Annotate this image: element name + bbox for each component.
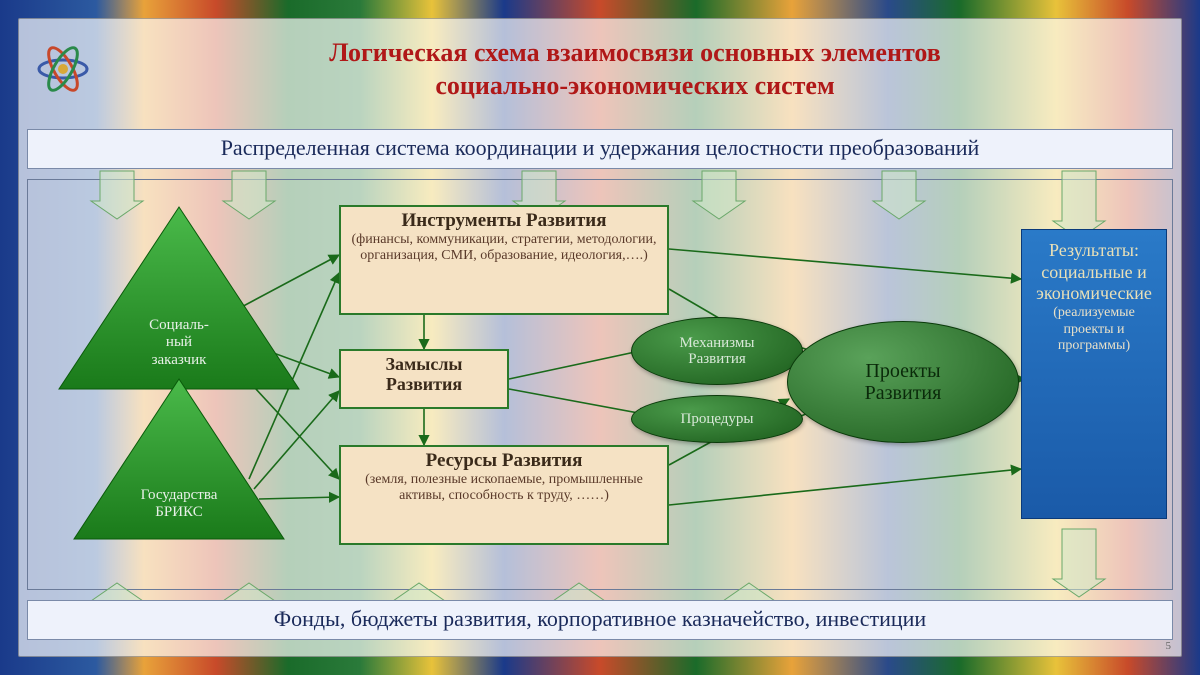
oval-projects: ПроектыРазвития — [787, 321, 1019, 443]
oval-mechanisms: МеханизмыРазвития — [631, 317, 803, 385]
bottom-band: Фонды, бюджеты развития, корпоративное к… — [27, 600, 1173, 640]
results-box: Результаты: социальные и экономические (… — [1021, 229, 1167, 519]
top-band: Распределенная система координации и уде… — [27, 129, 1173, 169]
box-instruments-title: Инструменты Развития — [347, 211, 661, 232]
oval-procedures: Процедуры — [631, 395, 803, 443]
page-number: 5 — [1166, 640, 1172, 652]
logo-icon — [33, 39, 93, 99]
title-line2: социально-экономических систем — [435, 71, 834, 100]
slide-title: Логическая схема взаимосвязи основных эл… — [109, 37, 1161, 102]
triangle-social-customer-label: Социаль-ныйзаказчик — [119, 317, 239, 369]
box-instruments-sub: (финансы, коммуникации, стратегии, метод… — [347, 232, 661, 264]
results-sub: (реализуемые проекты и программы) — [1028, 305, 1160, 355]
results-title: Результаты: социальные и экономические — [1028, 240, 1160, 305]
box-concepts: Замыслы Развития — [339, 349, 509, 409]
triangle-brics-states-label: ГосударстваБРИКС — [119, 487, 239, 522]
box-resources-sub: (земля, полезные ископаемые, промышленны… — [347, 472, 661, 504]
box-resources: Ресурсы Развития (земля, полезные ископа… — [339, 445, 669, 545]
box-resources-title: Ресурсы Развития — [347, 451, 661, 472]
box-concepts-title: Замыслы Развития — [347, 355, 501, 395]
title-line1: Логическая схема взаимосвязи основных эл… — [329, 38, 941, 67]
box-instruments: Инструменты Развития (финансы, коммуника… — [339, 205, 669, 315]
slide-inner: Логическая схема взаимосвязи основных эл… — [18, 18, 1182, 657]
slide: Логическая схема взаимосвязи основных эл… — [0, 0, 1200, 675]
